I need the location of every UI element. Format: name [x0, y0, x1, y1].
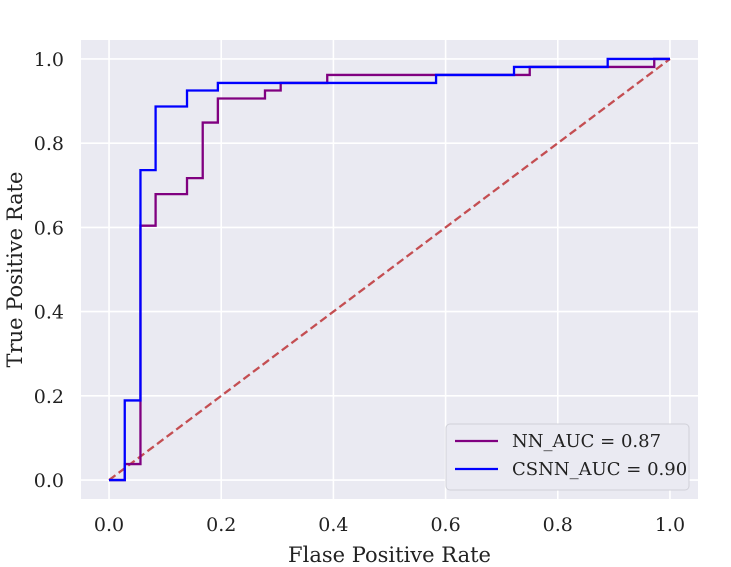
series-layer — [108, 57, 671, 482]
legend-entry-nn: NN_AUC = 0.87 — [512, 431, 661, 452]
y-tick-label: 0.2 — [34, 386, 64, 408]
y-tick-label: 0.6 — [34, 217, 64, 239]
x-tick-label: 0.2 — [206, 514, 236, 536]
legend: NN_AUC = 0.87 CSNN_AUC = 0.90 — [445, 423, 690, 491]
y-axis-ticks: 0.0 0.2 0.4 0.6 0.8 1.0 — [34, 49, 64, 492]
x-tick-label: 0.4 — [318, 514, 348, 536]
chance-diagonal-line — [108, 58, 671, 481]
y-tick-label: 0.8 — [34, 133, 64, 155]
series-line-csnn — [109, 57, 670, 482]
y-tick-label: 0.4 — [34, 302, 64, 324]
x-axis-label: Flase Positive Rate — [288, 543, 491, 567]
x-tick-label: 0.6 — [430, 514, 460, 536]
x-tick-label: 0.8 — [543, 514, 573, 536]
legend-box — [445, 423, 690, 491]
x-tick-label: 0.0 — [94, 514, 124, 536]
x-axis-ticks: 0.0 0.2 0.4 0.6 0.8 1.0 — [94, 514, 685, 536]
x-tick-label: 1.0 — [655, 514, 685, 536]
y-tick-label: 0.0 — [34, 470, 64, 492]
grid-lines — [81, 40, 698, 499]
legend-entry-csnn: CSNN_AUC = 0.90 — [512, 459, 687, 480]
y-tick-label: 1.0 — [34, 49, 64, 71]
y-axis-label: True Positive Rate — [3, 172, 27, 368]
